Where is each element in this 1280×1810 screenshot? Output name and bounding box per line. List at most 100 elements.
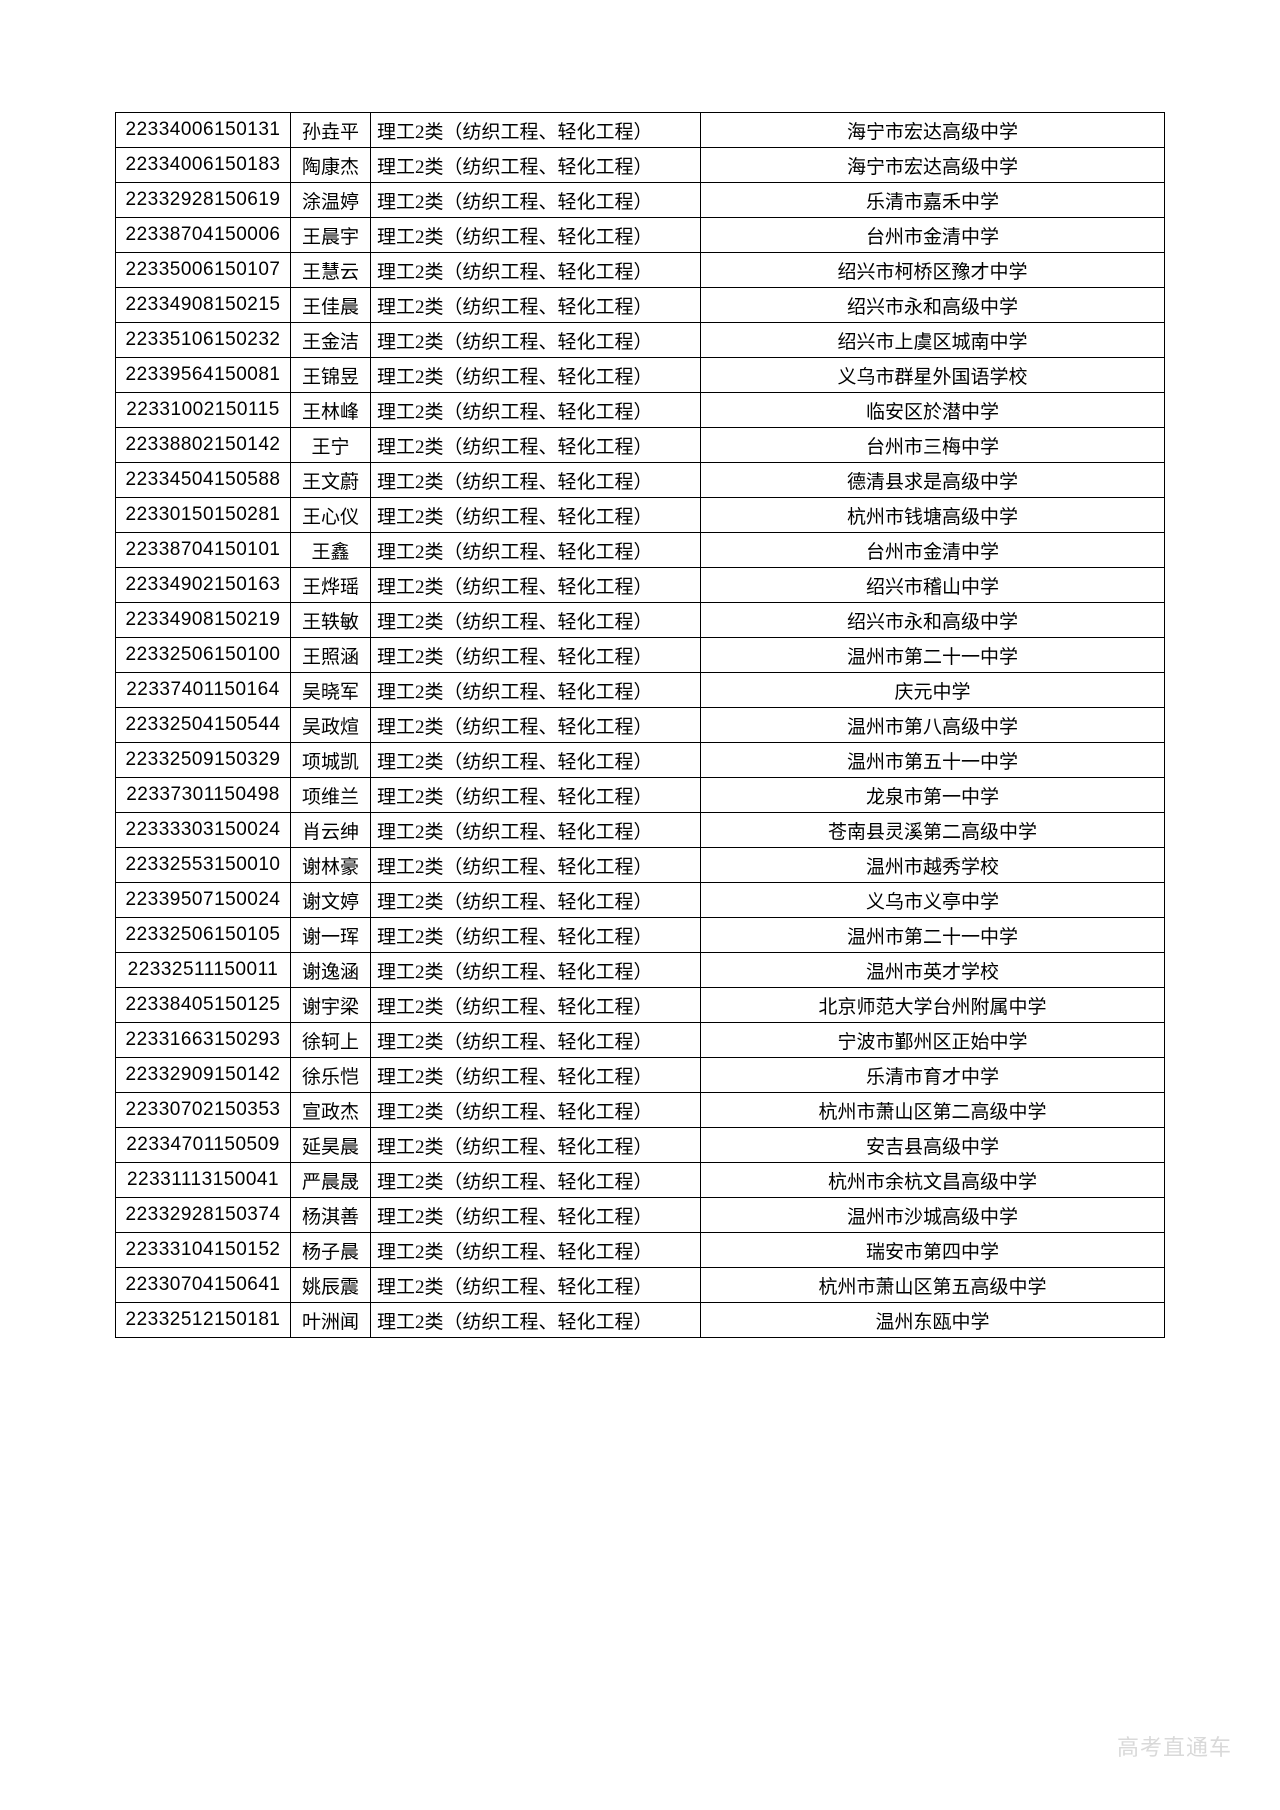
cell-name: 涂温婷: [291, 183, 371, 218]
table-row: 22338405150125谢宇梁理工2类（纺织工程、轻化工程）北京师范大学台州…: [116, 988, 1165, 1023]
cell-id: 22334902150163: [116, 568, 291, 603]
cell-school: 德清县求是高级中学: [701, 463, 1165, 498]
table-row: 22335006150107王慧云理工2类（纺织工程、轻化工程）绍兴市柯桥区豫才…: [116, 253, 1165, 288]
cell-major: 理工2类（纺织工程、轻化工程）: [371, 1163, 701, 1198]
table-row: 22331002150115王林峰理工2类（纺织工程、轻化工程）临安区於潜中学: [116, 393, 1165, 428]
cell-name: 王慧云: [291, 253, 371, 288]
cell-name: 王烨瑶: [291, 568, 371, 603]
cell-school: 温州市第五十一中学: [701, 743, 1165, 778]
cell-school: 义乌市群星外国语学校: [701, 358, 1165, 393]
cell-major: 理工2类（纺织工程、轻化工程）: [371, 498, 701, 533]
cell-major: 理工2类（纺织工程、轻化工程）: [371, 1058, 701, 1093]
cell-major: 理工2类（纺织工程、轻化工程）: [371, 568, 701, 603]
cell-major: 理工2类（纺织工程、轻化工程）: [371, 1233, 701, 1268]
cell-id: 22332509150329: [116, 743, 291, 778]
table-row: 22337401150164吴晓军理工2类（纺织工程、轻化工程）庆元中学: [116, 673, 1165, 708]
cell-name: 王宁: [291, 428, 371, 463]
cell-name: 谢一珲: [291, 918, 371, 953]
cell-id: 22338802150142: [116, 428, 291, 463]
cell-major: 理工2类（纺织工程、轻化工程）: [371, 603, 701, 638]
cell-major: 理工2类（纺织工程、轻化工程）: [371, 708, 701, 743]
cell-school: 杭州市钱塘高级中学: [701, 498, 1165, 533]
cell-major: 理工2类（纺织工程、轻化工程）: [371, 813, 701, 848]
table-row: 22334701150509延昊晨理工2类（纺织工程、轻化工程）安吉县高级中学: [116, 1128, 1165, 1163]
table-row: 22333104150152杨子晨理工2类（纺织工程、轻化工程）瑞安市第四中学: [116, 1233, 1165, 1268]
cell-name: 谢林豪: [291, 848, 371, 883]
table-row: 22334504150588王文蔚理工2类（纺织工程、轻化工程）德清县求是高级中…: [116, 463, 1165, 498]
table-row: 22333303150024肖云绅理工2类（纺织工程、轻化工程）苍南县灵溪第二高…: [116, 813, 1165, 848]
cell-major: 理工2类（纺织工程、轻化工程）: [371, 253, 701, 288]
cell-id: 22332928150374: [116, 1198, 291, 1233]
cell-major: 理工2类（纺织工程、轻化工程）: [371, 428, 701, 463]
cell-major: 理工2类（纺织工程、轻化工程）: [371, 323, 701, 358]
cell-major: 理工2类（纺织工程、轻化工程）: [371, 393, 701, 428]
cell-id: 22331113150041: [116, 1163, 291, 1198]
table-row: 22337301150498项维兰理工2类（纺织工程、轻化工程）龙泉市第一中学: [116, 778, 1165, 813]
cell-major: 理工2类（纺织工程、轻化工程）: [371, 183, 701, 218]
cell-school: 海宁市宏达高级中学: [701, 148, 1165, 183]
cell-major: 理工2类（纺织工程、轻化工程）: [371, 1198, 701, 1233]
cell-name: 肖云绅: [291, 813, 371, 848]
table-row: 22332506150105谢一珲理工2类（纺织工程、轻化工程）温州市第二十一中…: [116, 918, 1165, 953]
cell-name: 姚辰震: [291, 1268, 371, 1303]
cell-id: 22335006150107: [116, 253, 291, 288]
cell-school: 龙泉市第一中学: [701, 778, 1165, 813]
table-row: 22332506150100王照涵理工2类（纺织工程、轻化工程）温州市第二十一中…: [116, 638, 1165, 673]
cell-major: 理工2类（纺织工程、轻化工程）: [371, 533, 701, 568]
cell-school: 杭州市萧山区第五高级中学: [701, 1268, 1165, 1303]
cell-major: 理工2类（纺织工程、轻化工程）: [371, 1023, 701, 1058]
cell-name: 孙垚平: [291, 113, 371, 148]
cell-school: 义乌市义亭中学: [701, 883, 1165, 918]
cell-id: 22332506150100: [116, 638, 291, 673]
cell-id: 22339564150081: [116, 358, 291, 393]
cell-id: 22331002150115: [116, 393, 291, 428]
cell-school: 临安区於潜中学: [701, 393, 1165, 428]
cell-school: 乐清市嘉禾中学: [701, 183, 1165, 218]
cell-major: 理工2类（纺织工程、轻化工程）: [371, 463, 701, 498]
cell-name: 谢文婷: [291, 883, 371, 918]
cell-school: 瑞安市第四中学: [701, 1233, 1165, 1268]
table-row: 22339564150081王锦昱理工2类（纺织工程、轻化工程）义乌市群星外国语…: [116, 358, 1165, 393]
cell-major: 理工2类（纺织工程、轻化工程）: [371, 743, 701, 778]
cell-major: 理工2类（纺织工程、轻化工程）: [371, 848, 701, 883]
cell-id: 22338405150125: [116, 988, 291, 1023]
cell-name: 王照涵: [291, 638, 371, 673]
cell-name: 杨子晨: [291, 1233, 371, 1268]
table-row: 22332512150181叶洲闻理工2类（纺织工程、轻化工程）温州东瓯中学: [116, 1303, 1165, 1338]
cell-id: 22330702150353: [116, 1093, 291, 1128]
cell-id: 22339507150024: [116, 883, 291, 918]
cell-name: 杨淇善: [291, 1198, 371, 1233]
cell-name: 王锦昱: [291, 358, 371, 393]
cell-major: 理工2类（纺织工程、轻化工程）: [371, 288, 701, 323]
cell-name: 叶洲闻: [291, 1303, 371, 1338]
cell-major: 理工2类（纺织工程、轻化工程）: [371, 1128, 701, 1163]
student-table: 22334006150131孙垚平理工2类（纺织工程、轻化工程）海宁市宏达高级中…: [115, 112, 1165, 1338]
table-row: 22338704150101王鑫理工2类（纺织工程、轻化工程）台州市金清中学: [116, 533, 1165, 568]
table-row: 22334908150219王轶敏理工2类（纺织工程、轻化工程）绍兴市永和高级中…: [116, 603, 1165, 638]
cell-id: 22334006150131: [116, 113, 291, 148]
cell-name: 延昊晨: [291, 1128, 371, 1163]
table-row: 22331113150041严晨晟理工2类（纺织工程、轻化工程）杭州市余杭文昌高…: [116, 1163, 1165, 1198]
cell-id: 22334701150509: [116, 1128, 291, 1163]
cell-school: 温州市越秀学校: [701, 848, 1165, 883]
table-row: 22338704150006王晨宇理工2类（纺织工程、轻化工程）台州市金清中学: [116, 218, 1165, 253]
table-row: 22332509150329项城凯理工2类（纺织工程、轻化工程）温州市第五十一中…: [116, 743, 1165, 778]
cell-major: 理工2类（纺织工程、轻化工程）: [371, 778, 701, 813]
cell-school: 绍兴市柯桥区豫才中学: [701, 253, 1165, 288]
cell-id: 22333104150152: [116, 1233, 291, 1268]
cell-id: 22332553150010: [116, 848, 291, 883]
table-row: 22332909150142徐乐恺理工2类（纺织工程、轻化工程）乐清市育才中学: [116, 1058, 1165, 1093]
table-row: 22334006150131孙垚平理工2类（纺织工程、轻化工程）海宁市宏达高级中…: [116, 113, 1165, 148]
cell-school: 绍兴市稽山中学: [701, 568, 1165, 603]
cell-name: 王佳晨: [291, 288, 371, 323]
cell-id: 22332928150619: [116, 183, 291, 218]
cell-id: 22332909150142: [116, 1058, 291, 1093]
cell-school: 温州市沙城高级中学: [701, 1198, 1165, 1233]
cell-school: 台州市金清中学: [701, 533, 1165, 568]
cell-school: 温州市英才学校: [701, 953, 1165, 988]
cell-name: 王金洁: [291, 323, 371, 358]
table-row: 22331663150293徐轲上理工2类（纺织工程、轻化工程）宁波市鄞州区正始…: [116, 1023, 1165, 1058]
cell-id: 22337301150498: [116, 778, 291, 813]
table-row: 22334908150215王佳晨理工2类（纺织工程、轻化工程）绍兴市永和高级中…: [116, 288, 1165, 323]
cell-id: 22334908150215: [116, 288, 291, 323]
